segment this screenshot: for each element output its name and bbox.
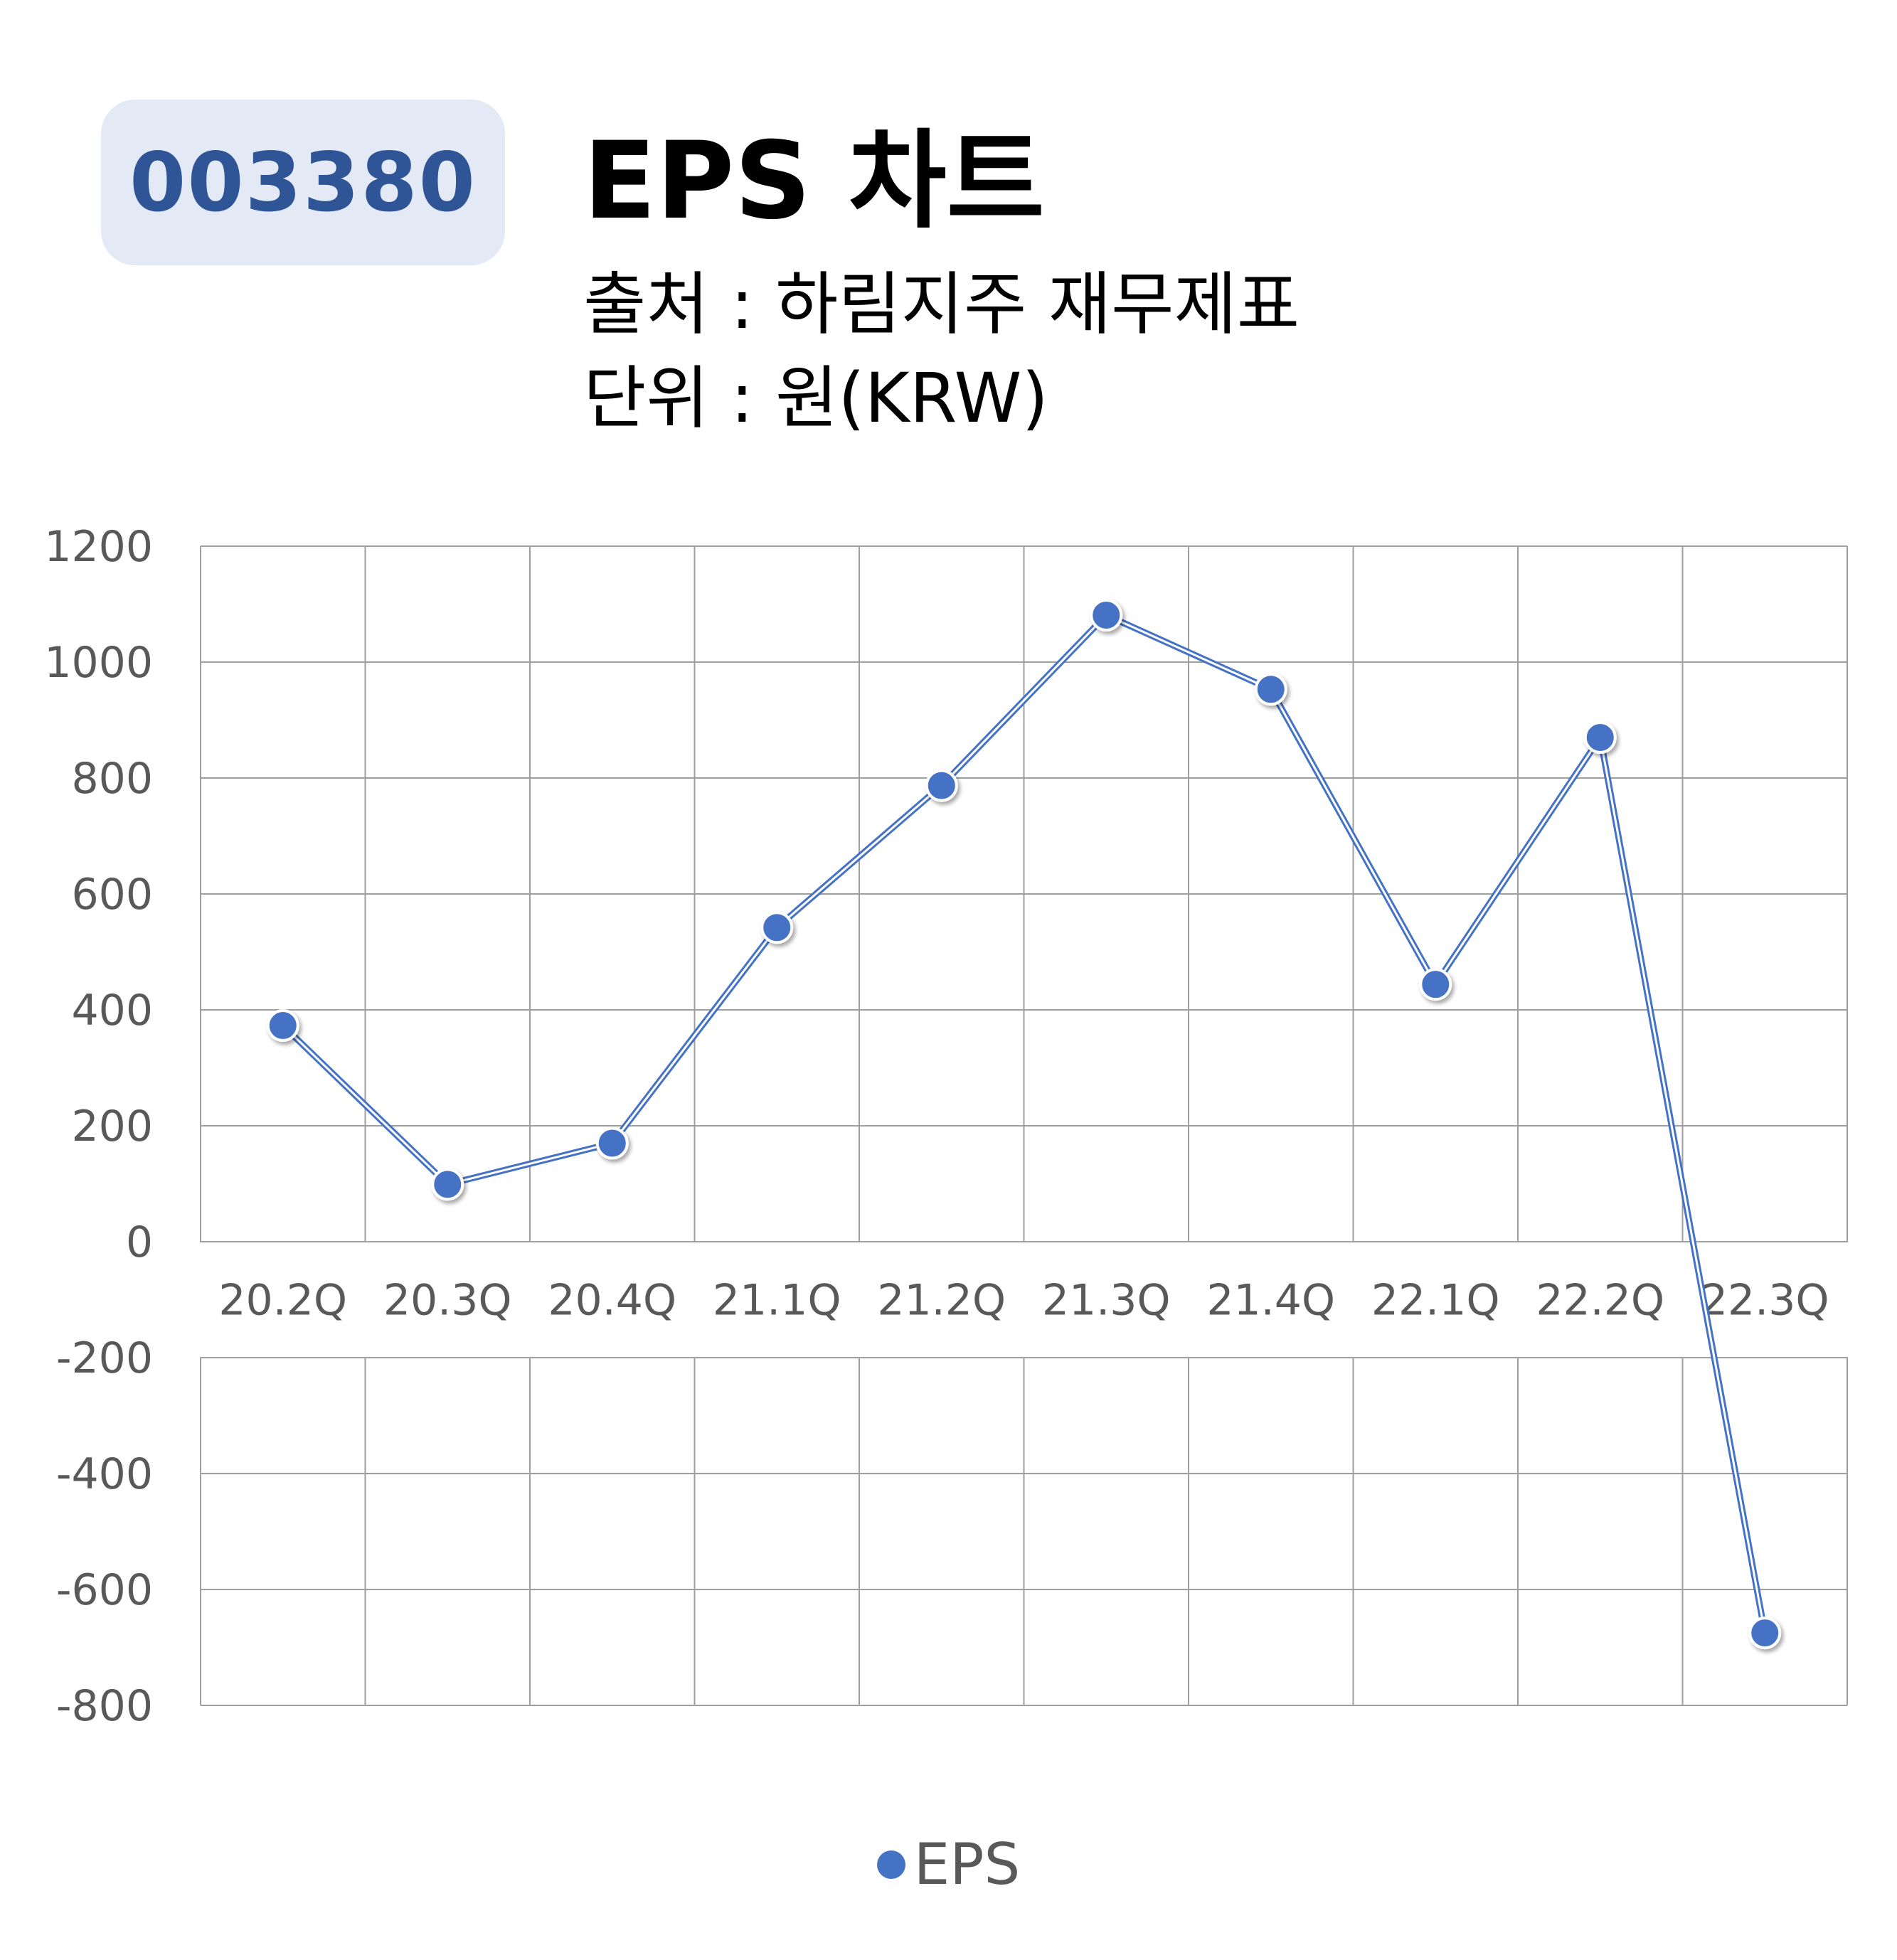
ticker-badge: 003380	[101, 100, 505, 265]
data-point	[431, 1168, 464, 1201]
x-axis-tick-labels: 20.2Q 20.3Q 20.4Q 21.1Q 21.2Q 21.3Q 21.4Q 22.1Q…	[218, 1276, 1829, 1326]
series-eps	[266, 598, 1782, 1650]
x-tick-label: 21.1Q	[713, 1276, 841, 1326]
chart-title: EPS 차트	[583, 119, 1045, 243]
y-tick-label: -800	[56, 1681, 153, 1731]
x-tick-label: 22.1Q	[1371, 1276, 1500, 1326]
data-point	[1748, 1617, 1782, 1650]
legend-label-eps: EPS	[913, 1831, 1021, 1897]
x-tick-label: 20.4Q	[548, 1276, 676, 1326]
series-line-inner	[282, 614, 1766, 1634]
data-point	[925, 769, 958, 802]
legend: EPS	[0, 1831, 1897, 1897]
y-tick-label: 1000	[44, 638, 153, 688]
x-tick-label: 21.4Q	[1206, 1276, 1335, 1326]
source-note: 출처 : 하림지주 재무제표	[583, 265, 1300, 344]
data-point	[595, 1127, 629, 1160]
x-tick-label: 21.3Q	[1042, 1276, 1171, 1326]
grid-lines	[200, 545, 1848, 1706]
data-point	[1419, 968, 1452, 1001]
y-tick-label: -400	[56, 1449, 153, 1499]
unit-note: 단위 : 원(KRW)	[583, 358, 1048, 438]
y-tick-label: 200	[71, 1102, 153, 1151]
x-tick-label: 20.3Q	[383, 1276, 512, 1326]
data-point	[1254, 673, 1287, 706]
y-tick-label: 600	[71, 870, 153, 920]
data-point	[1090, 598, 1123, 632]
data-point	[266, 1009, 299, 1043]
x-axis-label-band-rect	[199, 1242, 1849, 1357]
ticker-code: 003380	[129, 135, 477, 230]
data-point	[760, 911, 794, 944]
y-tick-label: -200	[56, 1333, 153, 1383]
y-axis-tick-labels: 1200 1000 800 600 400 200 0 -200 -400 -600 -800	[44, 522, 153, 1731]
x-tick-label: 22.3Q	[1701, 1276, 1829, 1326]
x-tick-label: 20.2Q	[218, 1276, 347, 1326]
y-tick-label: 400	[71, 986, 153, 1035]
x-tick-label: 21.2Q	[877, 1276, 1006, 1326]
y-tick-label: 800	[71, 754, 153, 804]
x-axis-label-band	[199, 1242, 1849, 1357]
x-tick-label: 22.2Q	[1536, 1276, 1664, 1326]
y-tick-label: -600	[56, 1565, 153, 1615]
data-point	[1583, 720, 1617, 754]
y-tick-label: 1200	[44, 522, 153, 572]
legend-marker-eps	[876, 1850, 905, 1879]
y-tick-label: 0	[126, 1218, 153, 1267]
